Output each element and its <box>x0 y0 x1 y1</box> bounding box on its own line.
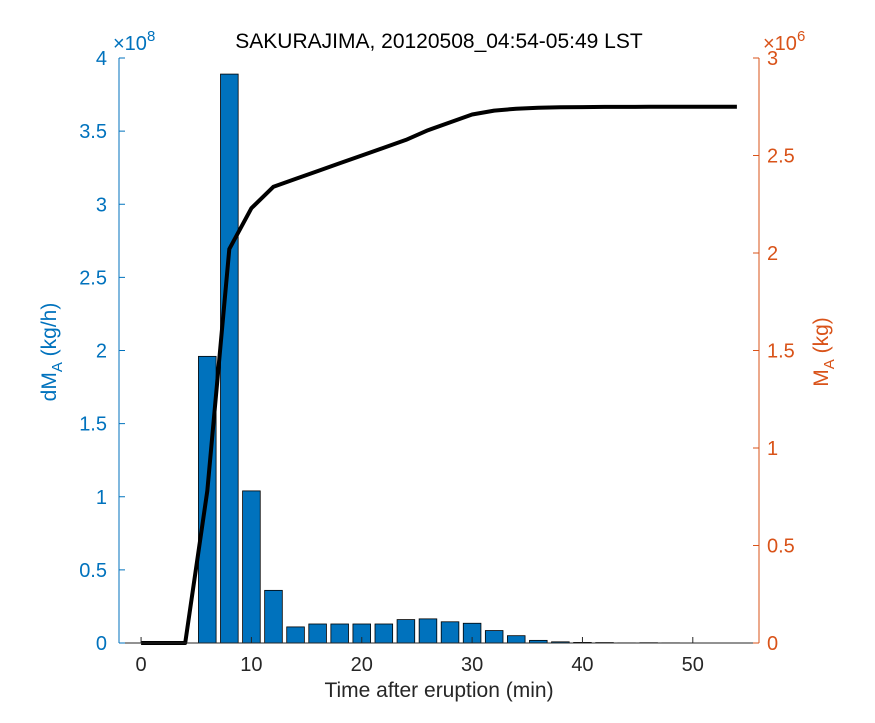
left-exponent: ×108 <box>113 28 155 55</box>
left-y-axis-label: dMA (kg/h) <box>38 303 66 402</box>
left-y-tick-label: 2.5 <box>79 267 107 289</box>
x-tick-label: 30 <box>461 654 483 676</box>
bar <box>440 621 460 644</box>
x-axis-label: Time after eruption (min) <box>324 679 553 702</box>
left-y-ticks-group: 0 0.5 1 1.5 2 2.5 3 3.5 4 <box>79 48 125 655</box>
left-y-tick-label: 0.5 <box>79 560 107 582</box>
x-tick-label: 50 <box>682 654 704 676</box>
bar <box>507 635 526 644</box>
right-y-tick-label: 0.5 <box>767 536 795 558</box>
right-y-tick-label: 0 <box>767 633 778 655</box>
right-y-axis-label: MA (kg) <box>810 317 838 387</box>
bar <box>264 589 283 644</box>
left-y-tick-label: 0 <box>96 633 107 655</box>
right-exponent: ×106 <box>763 28 805 55</box>
bar <box>242 490 261 644</box>
left-y-tick-label: 2 <box>96 341 107 363</box>
right-y-tick-label: 2 <box>767 243 778 265</box>
bar <box>330 623 349 644</box>
left-y-tick-label: 3 <box>96 194 107 216</box>
bar <box>286 626 305 644</box>
bar <box>396 619 416 644</box>
cumulative-mass-line <box>141 104 737 645</box>
right-y-ticks-group: 0 0.5 1 1.5 2 2.5 3 <box>753 48 795 655</box>
left-y-tick-label: 4 <box>96 48 107 70</box>
x-tick-label: 10 <box>240 654 262 676</box>
bar <box>220 73 239 644</box>
right-y-tick-label: 1.5 <box>767 341 795 363</box>
left-y-tick-label: 1.5 <box>79 414 107 436</box>
left-y-tick-label: 1 <box>96 487 107 509</box>
right-y-tick-label: 2.5 <box>767 146 795 168</box>
x-tick-label: 0 <box>136 654 147 676</box>
bar <box>484 630 504 644</box>
bar <box>374 623 394 644</box>
bar <box>308 623 327 644</box>
chart-title: SAKURAJIMA, 20120508_04:54-05:49 LST <box>235 30 643 53</box>
x-tick-label: 40 <box>571 654 593 676</box>
right-y-tick-label: 3 <box>767 48 778 70</box>
x-tick-label: 20 <box>351 654 373 676</box>
left-y-tick-label: 3.5 <box>79 121 107 143</box>
x-ticks-group: 0 10 20 30 40 50 <box>136 637 704 676</box>
bar <box>418 618 438 644</box>
right-y-tick-label: 1 <box>767 438 778 460</box>
